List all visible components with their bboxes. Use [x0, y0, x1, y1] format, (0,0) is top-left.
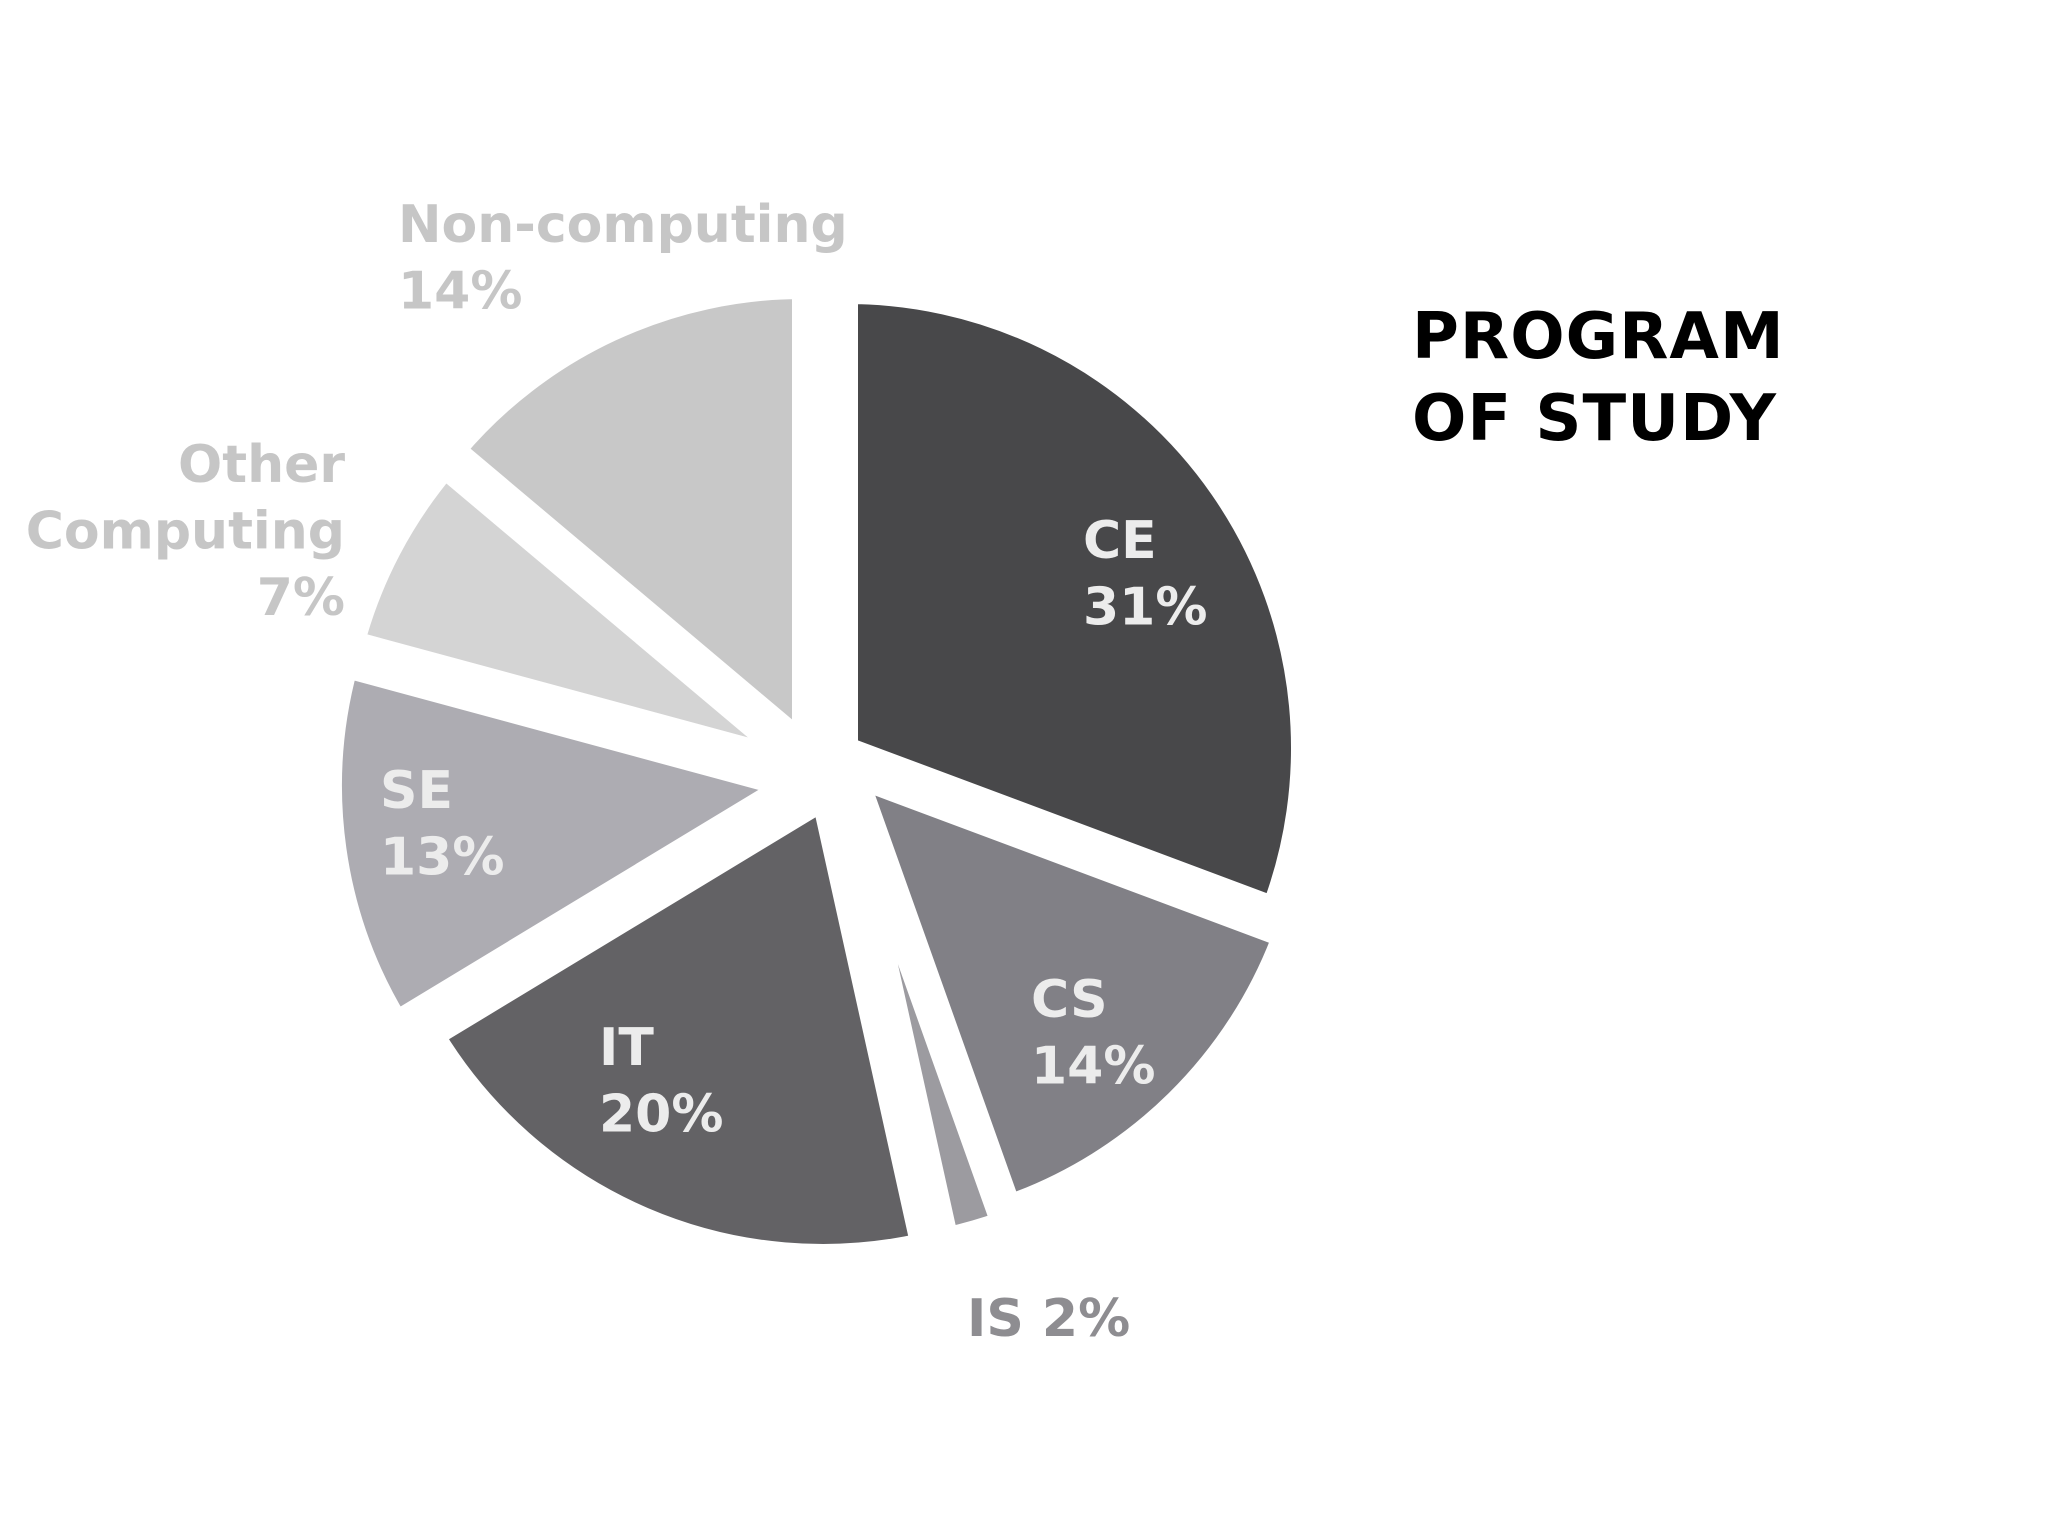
pie-slice-cs — [838, 758, 1298, 1220]
pie-label-it-name: IT — [599, 1018, 654, 1078]
pie-slice-is — [838, 790, 1016, 1252]
chart-title-line-2: OF STUDY — [1412, 382, 1777, 456]
pie-label-non-computing-name: Non-computing — [398, 195, 848, 255]
pie-label-se-percent: 13% — [380, 828, 504, 888]
pie-slice-se — [320, 653, 814, 1037]
pie-label-se-name: SE — [380, 761, 453, 821]
pie-label-is: IS 2% — [967, 1289, 1130, 1349]
pie-slice-it — [418, 782, 935, 1266]
pie-label-other-computing-name: Other — [178, 435, 345, 495]
pie-label-ce-percent: 31% — [1083, 578, 1207, 638]
pie-slice-other-computing — [340, 452, 801, 772]
pie-label-cs-name: CS — [1031, 970, 1108, 1030]
chart-title-line-1: PROGRAM — [1412, 300, 1785, 374]
pie-label-it-percent: 20% — [599, 1085, 723, 1145]
pie-label-other-computing-name: Computing — [26, 502, 345, 562]
pie-label-cs-percent: 14% — [1031, 1037, 1155, 1097]
pie-slice-non-computing — [439, 276, 814, 767]
pie-slice-ce — [836, 281, 1313, 922]
pie-label-non-computing-percent: 14% — [398, 262, 522, 322]
pie-label-other-computing-percent: 7% — [257, 568, 345, 628]
pie-label-ce-name: CE — [1083, 511, 1157, 571]
